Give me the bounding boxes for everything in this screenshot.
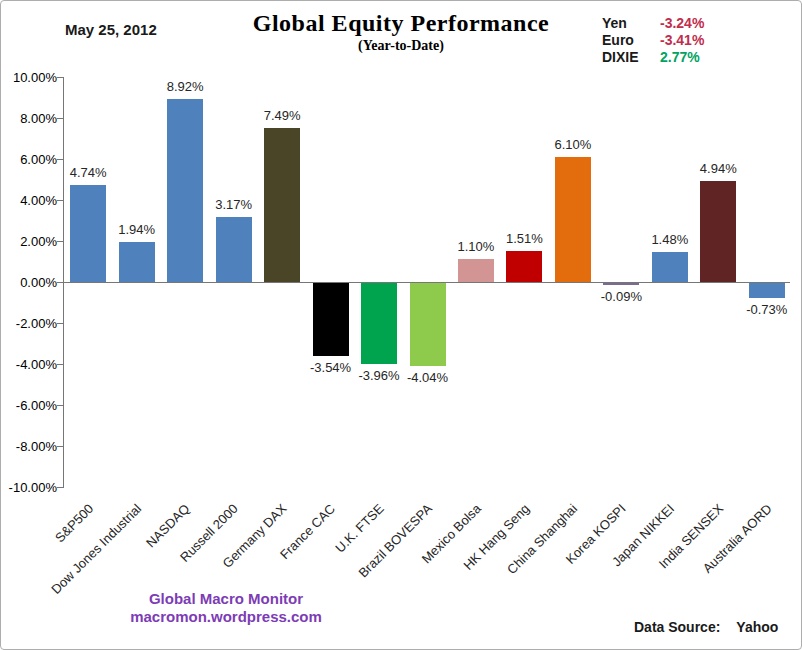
bar-value-label: 1.10% — [458, 239, 495, 254]
y-tick-mark — [57, 405, 64, 406]
bar-value-label: 3.17% — [215, 197, 252, 212]
currency-row: Euro-3.41% — [602, 31, 704, 48]
y-tick-label: 4.00% — [20, 193, 57, 208]
y-tick-label: 6.00% — [20, 152, 57, 167]
brand-url: macromon.wordpress.com — [71, 608, 381, 626]
x-category-label: S&P500 — [52, 501, 96, 545]
currency-value: -3.24% — [660, 15, 704, 31]
x-category-label: NASDAQ — [143, 501, 192, 550]
bar — [603, 283, 639, 285]
y-tick-label: -10.00% — [9, 480, 57, 495]
bar-value-label: 1.51% — [506, 231, 543, 246]
y-tick-label: 2.00% — [20, 234, 57, 249]
y-tick-mark — [57, 446, 64, 447]
currency-label: DIXIE — [602, 49, 660, 65]
bar — [167, 99, 203, 282]
currency-row: DIXIE2.77% — [602, 48, 704, 65]
brand-block: Global Macro Monitor macromon.wordpress.… — [71, 590, 381, 626]
bar — [410, 283, 446, 366]
bar — [652, 252, 688, 282]
y-axis-labels: 10.00%8.00%6.00%4.00%2.00%0.00%-2.00%-4.… — [1, 77, 57, 487]
bar — [458, 259, 494, 282]
y-tick-label: -2.00% — [16, 316, 57, 331]
bar — [700, 181, 736, 282]
currency-value: 2.77% — [660, 49, 700, 65]
chart-canvas: May 25, 2012 Global Equity Performance (… — [0, 0, 802, 650]
bar-value-label: 1.48% — [651, 232, 688, 247]
y-tick-mark — [57, 487, 64, 488]
y-tick-mark — [57, 282, 64, 283]
bar — [555, 157, 591, 282]
bar-value-label: 4.94% — [700, 161, 737, 176]
bar-value-label: -0.73% — [746, 302, 787, 317]
currency-label: Euro — [602, 32, 660, 48]
y-tick-label: -4.00% — [16, 357, 57, 372]
y-tick-mark — [57, 159, 64, 160]
bar-value-label: 6.10% — [554, 137, 591, 152]
bar — [313, 283, 349, 356]
bar-value-label: -3.96% — [358, 368, 399, 383]
y-tick-label: 10.00% — [13, 70, 57, 85]
currency-value: -3.41% — [660, 32, 704, 48]
data-source-label: Data Source: — [634, 619, 720, 635]
bar — [749, 283, 785, 298]
currency-row: Yen-3.24% — [602, 14, 704, 31]
data-source: Data Source: Yahoo — [634, 619, 778, 635]
bar-value-label: 7.49% — [264, 108, 301, 123]
bar — [264, 128, 300, 282]
date-label: May 25, 2012 — [65, 21, 157, 38]
bar-value-label: 4.74% — [70, 165, 107, 180]
bar — [70, 185, 106, 282]
x-category-label: Dow Jones Industrial — [48, 501, 144, 597]
bar — [506, 251, 542, 282]
y-tick-mark — [57, 200, 64, 201]
bar — [216, 217, 252, 282]
bar-value-label: -0.09% — [601, 289, 642, 304]
brand-name: Global Macro Monitor — [71, 590, 381, 608]
y-tick-label: -6.00% — [16, 398, 57, 413]
bar — [119, 242, 155, 282]
y-tick-label: -8.00% — [16, 439, 57, 454]
bar-value-label: 8.92% — [167, 79, 204, 94]
bar-value-label: 1.94% — [118, 222, 155, 237]
y-tick-mark — [57, 77, 64, 78]
currency-panel: Yen-3.24%Euro-3.41%DIXIE2.77% — [602, 14, 704, 65]
y-tick-mark — [57, 364, 64, 365]
y-tick-label: 8.00% — [20, 111, 57, 126]
bar-value-label: -3.54% — [310, 360, 351, 375]
y-tick-label: 0.00% — [20, 275, 57, 290]
plot-area: 4.74%S&P5001.94%Dow Jones Industrial8.92… — [63, 77, 790, 487]
currency-label: Yen — [602, 15, 660, 31]
data-source-value: Yahoo — [736, 619, 778, 635]
y-tick-mark — [57, 323, 64, 324]
bar-value-label: -4.04% — [407, 370, 448, 385]
y-tick-mark — [57, 241, 64, 242]
y-tick-mark — [57, 118, 64, 119]
bar — [361, 283, 397, 364]
